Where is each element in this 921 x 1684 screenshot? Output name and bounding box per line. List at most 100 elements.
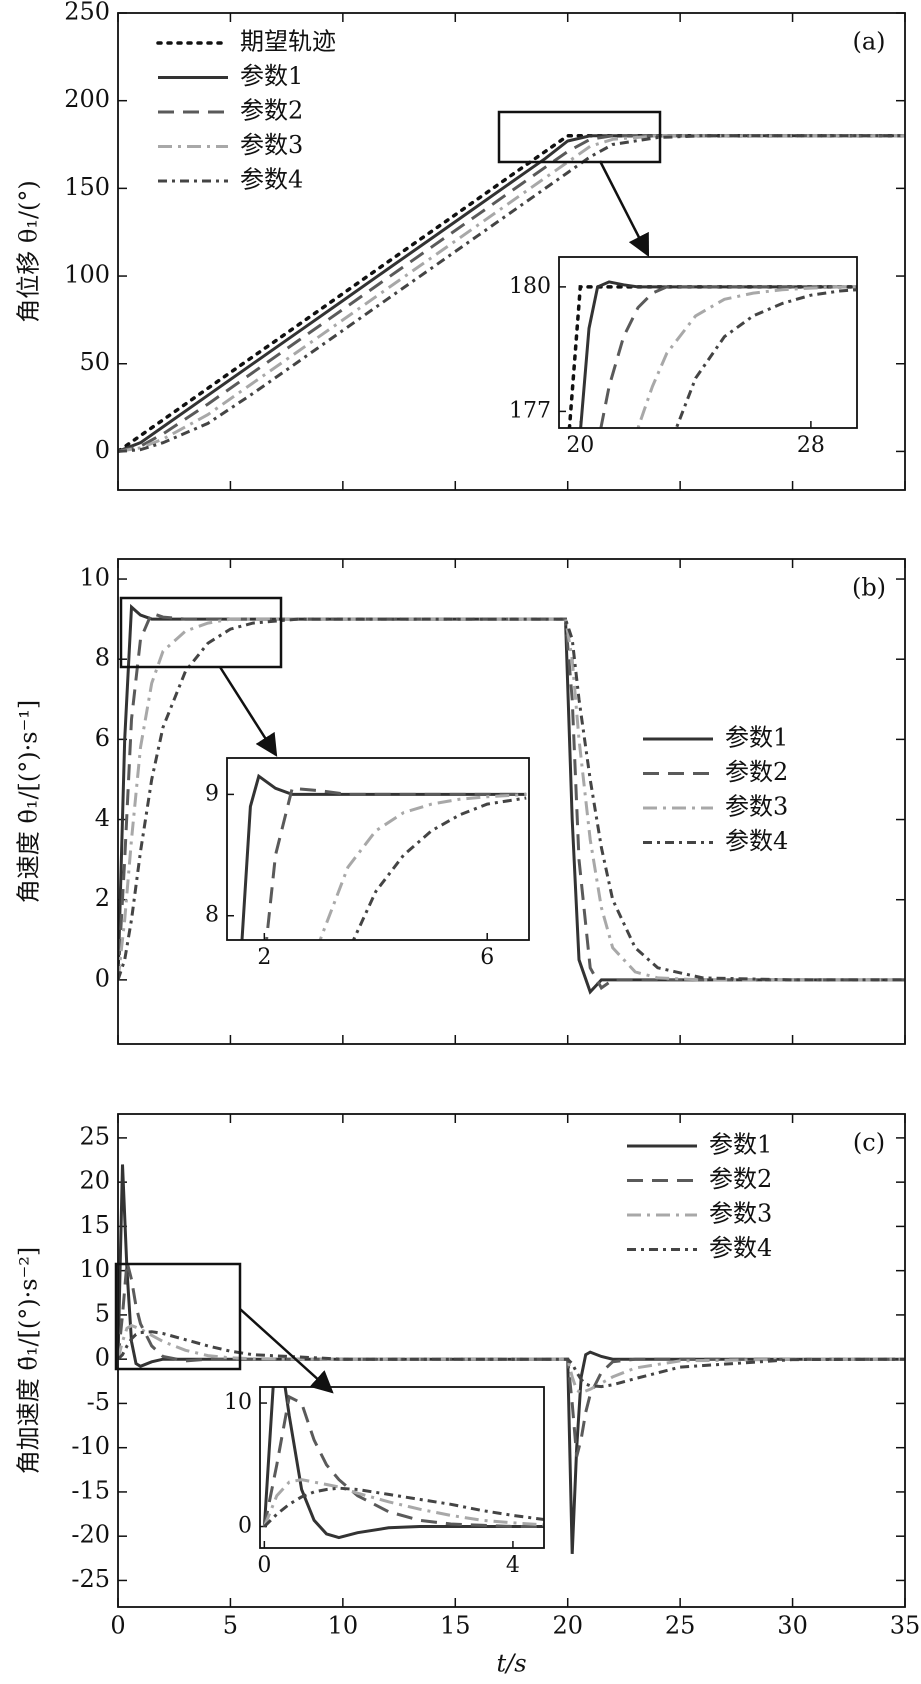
plot-area [260,1387,544,1548]
y-tick-label: 177 [509,398,551,423]
y-tick-label: 10 [224,1390,252,1415]
y-axis-label: 角位移 θ₁/(°) [15,180,43,323]
series-lines [262,1387,544,1540]
series-line [579,280,857,428]
legend-label: 参数2 [709,1165,772,1193]
y-tick-label: 5 [95,1299,110,1327]
legend-label: 参数1 [725,724,788,752]
y-tick-label: 8 [205,903,219,928]
x-tick-label: 4 [506,1553,520,1578]
y-tick-label: -10 [71,1432,110,1460]
zoom-arrow [598,160,650,258]
series-line [262,1394,544,1528]
inset: 0 4 0 10 [224,1386,545,1578]
panel-label: (b) [852,574,886,602]
y-tick-label: 0 [95,964,110,992]
y-tick-label: 150 [64,173,110,201]
zoom-box [119,596,283,669]
series-line [318,792,527,940]
legend-label: 期望轨迹 [240,28,336,56]
legend-label: 参数4 [709,1234,772,1262]
y-tick-label: 25 [79,1122,110,1150]
y-axis-label: 角速度 θ̇₁/[(°)·s⁻¹] [15,700,43,903]
y-tick-label: 10 [79,564,110,592]
zoom-arrow [239,1308,334,1394]
panel-label: (a) [852,28,885,56]
series-line [118,617,905,982]
y-tick-label: 180 [509,274,551,299]
plot-frame [117,1113,906,1608]
x-tick-label: 10 [328,1612,359,1640]
x-tick-label: 20 [566,433,594,458]
series-lines [567,280,857,428]
series-line [118,1330,905,1389]
x-tick-label: 0 [110,1612,125,1640]
x-tick-label: 5 [223,1612,238,1640]
x-tick-label: 6 [480,945,494,970]
y-tick-label: 100 [64,261,110,289]
series-lines [118,1164,905,1554]
plot-frame [259,1386,545,1549]
y-tick-label: 2 [95,884,110,912]
series-line [118,134,905,453]
legend-label: 参数1 [240,62,303,90]
series-line [118,134,905,453]
y-tick-label: -20 [71,1521,110,1549]
legend-label: 参数3 [709,1200,772,1228]
legend-label: 参数3 [725,793,788,821]
zoom-markers [114,110,662,1394]
series-line [674,288,857,428]
y-tick-label: 9 [205,781,219,806]
x-axis-label: t/s [496,1650,526,1678]
y-tick-label: 0 [95,1344,110,1372]
plot-frame [117,558,906,1045]
series-lines [118,603,905,995]
zoom-arrow [218,666,278,757]
panel-label: (c) [853,1129,885,1157]
series-lines [118,134,905,454]
y-tick-label: 6 [95,724,110,752]
legend-label: 参数3 [240,131,303,159]
x-tick-label: 0 [257,1553,271,1578]
inset: 20 28 177 180 [509,256,858,458]
x-tick-label: 35 [890,1612,921,1640]
series-line [599,285,857,428]
y-tick-label: -15 [71,1476,110,1504]
y-tick-label: 0 [238,1514,252,1539]
plot-frame [117,12,906,491]
y-tick-label: 0 [95,436,110,464]
series-line [118,617,905,982]
x-tick-label: 28 [797,433,825,458]
series-lines [240,773,527,940]
series-line [118,134,905,453]
y-tick-label: 8 [95,644,110,672]
series-line [263,1478,544,1528]
legend-label: 参数2 [240,97,303,125]
legend-label: 参数4 [240,166,303,194]
y-tick-label: 20 [79,1167,110,1195]
x-tick-label: 25 [665,1612,696,1640]
y-tick-label: 4 [95,804,110,832]
series-line [265,786,527,940]
x-tick-label: 20 [552,1612,583,1640]
legend-label: 参数1 [709,1131,772,1159]
legend-label: 参数4 [725,827,788,855]
y-axis-label: 角加速度 θ̈₁/[(°)·s⁻²] [15,1247,43,1474]
y-tick-label: 10 [79,1255,110,1283]
zoom-box [114,1262,242,1371]
inset: 2 6 8 9 [205,757,530,970]
y-tick-label: 200 [64,85,110,113]
x-tick-label: 30 [777,1612,808,1640]
y-tick-label: -25 [71,1565,110,1593]
zoom-box [497,110,662,164]
series-line [118,1261,905,1457]
series-line [351,796,527,940]
y-tick-label: -5 [87,1388,110,1416]
x-tick-label: 15 [440,1612,471,1640]
series-line [263,1486,544,1528]
y-tick-label: 50 [79,348,110,376]
y-tick-label: 250 [64,0,110,26]
panel: 0 5 10 15 20 25 30 35 -25 -20 -15 -10 -5 0 5 10 15 20 25 (c… [15,1113,921,1678]
